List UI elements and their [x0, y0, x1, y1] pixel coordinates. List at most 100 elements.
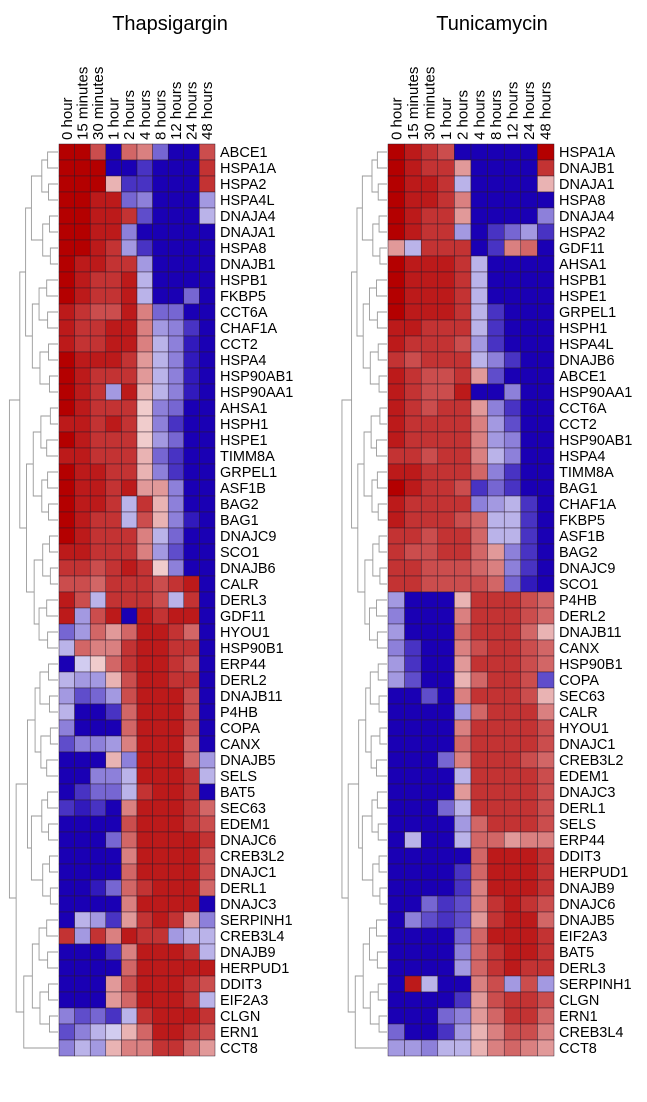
tunicamycin-heatmap-cell — [404, 735, 422, 753]
tunicamycin-gene-label: DDIT3 — [559, 849, 601, 865]
thapsigargin-heatmap-cell — [199, 143, 216, 161]
thapsigargin-dendrogram — [8, 151, 58, 1049]
thapsigargin-heatmap-cell — [121, 735, 138, 753]
thapsigargin-heatmap-cell — [121, 511, 138, 529]
tunicamycin-gene-label: CHAF1A — [559, 497, 617, 513]
tunicamycin-heatmap-cell — [520, 319, 538, 337]
tunicamycin-heatmap-cell — [520, 559, 538, 577]
tunicamycin-heatmap-cell — [503, 735, 522, 753]
thapsigargin-column-label: 15 minutes — [74, 67, 91, 140]
thapsigargin-heatmap-cell — [105, 623, 122, 641]
thapsigargin-heatmap-cell — [89, 879, 107, 897]
tunicamycin-heatmap-cell — [503, 831, 522, 849]
tunicamycin-heatmap-cell — [420, 911, 439, 929]
tunicamycin-heatmap-cell — [503, 911, 522, 929]
tunicamycin-heatmap-cell — [520, 607, 538, 625]
tunicamycin-heatmap-cell — [520, 767, 538, 785]
tunicamycin-heatmap-cell — [487, 335, 505, 353]
tunicamycin-heatmap-cell — [404, 287, 422, 305]
tunicamycin-heatmap-cell — [537, 591, 555, 609]
tunicamycin-dendrogram-branch — [377, 663, 387, 681]
tunicamycin-heatmap-cell — [520, 351, 538, 369]
tunicamycin-gene-label: GDF11 — [559, 241, 605, 257]
tunicamycin-heatmap-cell — [420, 527, 439, 545]
thapsigargin-heatmap-cell — [167, 591, 185, 609]
thapsigargin-heatmap-cell — [121, 239, 138, 257]
thapsigargin-heatmap-cell — [105, 639, 122, 657]
thapsigargin-heatmap-cell — [58, 687, 75, 705]
tunicamycin-heatmap-cell — [437, 383, 455, 401]
thapsigargin-heatmap-cell — [152, 975, 169, 993]
tunicamycin-heatmap-cell — [503, 895, 522, 913]
thapsigargin-heatmap-cell — [136, 223, 153, 241]
thapsigargin-heatmap-cell — [183, 319, 200, 337]
thapsigargin-heatmap-cell — [105, 239, 122, 257]
tunicamycin-heatmap-cell — [387, 527, 405, 545]
thapsigargin-gene-label: DDIT3 — [220, 977, 262, 993]
tunicamycin-heatmap-cell — [404, 783, 422, 801]
tunicamycin-heatmap-cell — [404, 607, 422, 625]
thapsigargin-heatmap-cell — [74, 463, 91, 481]
thapsigargin-heatmap-cell — [89, 911, 107, 929]
tunicamycin-heatmap-cell — [537, 607, 555, 625]
tunicamycin-heatmap-cell — [437, 959, 455, 977]
tunicamycin-gene-label: CCT2 — [559, 417, 597, 433]
tunicamycin-heatmap-cell — [404, 319, 422, 337]
thapsigargin-heatmap-cell — [183, 191, 200, 209]
tunicamycin-gene-label: SCO1 — [559, 577, 599, 593]
tunicamycin-heatmap-cell — [404, 175, 422, 193]
thapsigargin-heatmap-cell — [74, 623, 91, 641]
tunicamycin-heatmap-cell — [454, 1007, 472, 1025]
tunicamycin-heatmap-cell — [537, 831, 555, 849]
tunicamycin-heatmap-cell — [537, 799, 555, 817]
thapsigargin-heatmap-cell — [74, 815, 91, 833]
thapsigargin-heatmap-cell — [105, 271, 122, 289]
tunicamycin-heatmap-cell — [404, 255, 422, 273]
thapsigargin-heatmap-cell — [74, 671, 91, 689]
thapsigargin-heatmap-cell — [199, 463, 216, 481]
thapsigargin-heatmap-cell — [121, 911, 138, 929]
thapsigargin-heatmap-cell — [152, 815, 169, 833]
thapsigargin-heatmap-cell — [183, 303, 200, 321]
thapsigargin-heatmap-cell — [199, 735, 216, 753]
tunicamycin-heatmap-cell — [487, 783, 505, 801]
tunicamycin-heatmap-cell — [454, 623, 472, 641]
thapsigargin-heatmap-cell — [74, 911, 91, 929]
thapsigargin-heatmap-cell — [74, 175, 91, 193]
tunicamycin-gene-label: DNAJB6 — [559, 353, 615, 369]
tunicamycin-heatmap-cell — [470, 943, 488, 961]
thapsigargin-heatmap-cell — [183, 959, 200, 977]
tunicamycin-heatmap-cell — [387, 351, 405, 369]
tunicamycin-heatmap-cell — [454, 431, 472, 449]
thapsigargin-heatmap-cell — [136, 303, 153, 321]
tunicamycin-dendrogram-branch — [370, 415, 380, 449]
thapsigargin-heatmap-cell — [105, 543, 122, 561]
tunicamycin-dendrogram-branch — [347, 783, 359, 1013]
thapsigargin-gene-label: CCT2 — [220, 337, 258, 353]
thapsigargin-heatmap-cell — [105, 831, 122, 849]
thapsigargin-heatmap-cell — [167, 1007, 185, 1025]
thapsigargin-heatmap-cell — [105, 959, 122, 977]
tunicamycin-heatmap-cell — [503, 655, 522, 673]
tunicamycin-heatmap-cell — [537, 959, 555, 977]
thapsigargin-gene-label: CANX — [220, 737, 261, 753]
tunicamycin-heatmap-cell — [520, 527, 538, 545]
thapsigargin-heatmap-cell — [105, 687, 122, 705]
thapsigargin-heatmap-cell — [121, 671, 138, 689]
tunicamycin-heatmap-cell — [387, 335, 405, 353]
thapsigargin-heatmap-cell — [105, 767, 122, 785]
thapsigargin-heatmap-cell — [199, 431, 216, 449]
tunicamycin-heatmap-cell — [404, 207, 422, 225]
tunicamycin-heatmap-cell — [487, 959, 505, 977]
thapsigargin-heatmap-cell — [89, 767, 107, 785]
thapsigargin-heatmap-cell — [58, 351, 75, 369]
tunicamycin-heatmap-cell — [470, 735, 488, 753]
thapsigargin-heatmap-cell — [105, 191, 122, 209]
tunicamycin-heatmap-cell — [537, 687, 555, 705]
tunicamycin-heatmap-cell — [487, 639, 505, 657]
tunicamycin-heatmap-cell — [487, 255, 505, 273]
tunicamycin-heatmap-cell — [470, 255, 488, 273]
thapsigargin-heatmap-cell — [199, 815, 216, 833]
thapsigargin-heatmap-cell — [183, 927, 200, 945]
thapsigargin-gene-label: HSPA4L — [220, 193, 275, 209]
